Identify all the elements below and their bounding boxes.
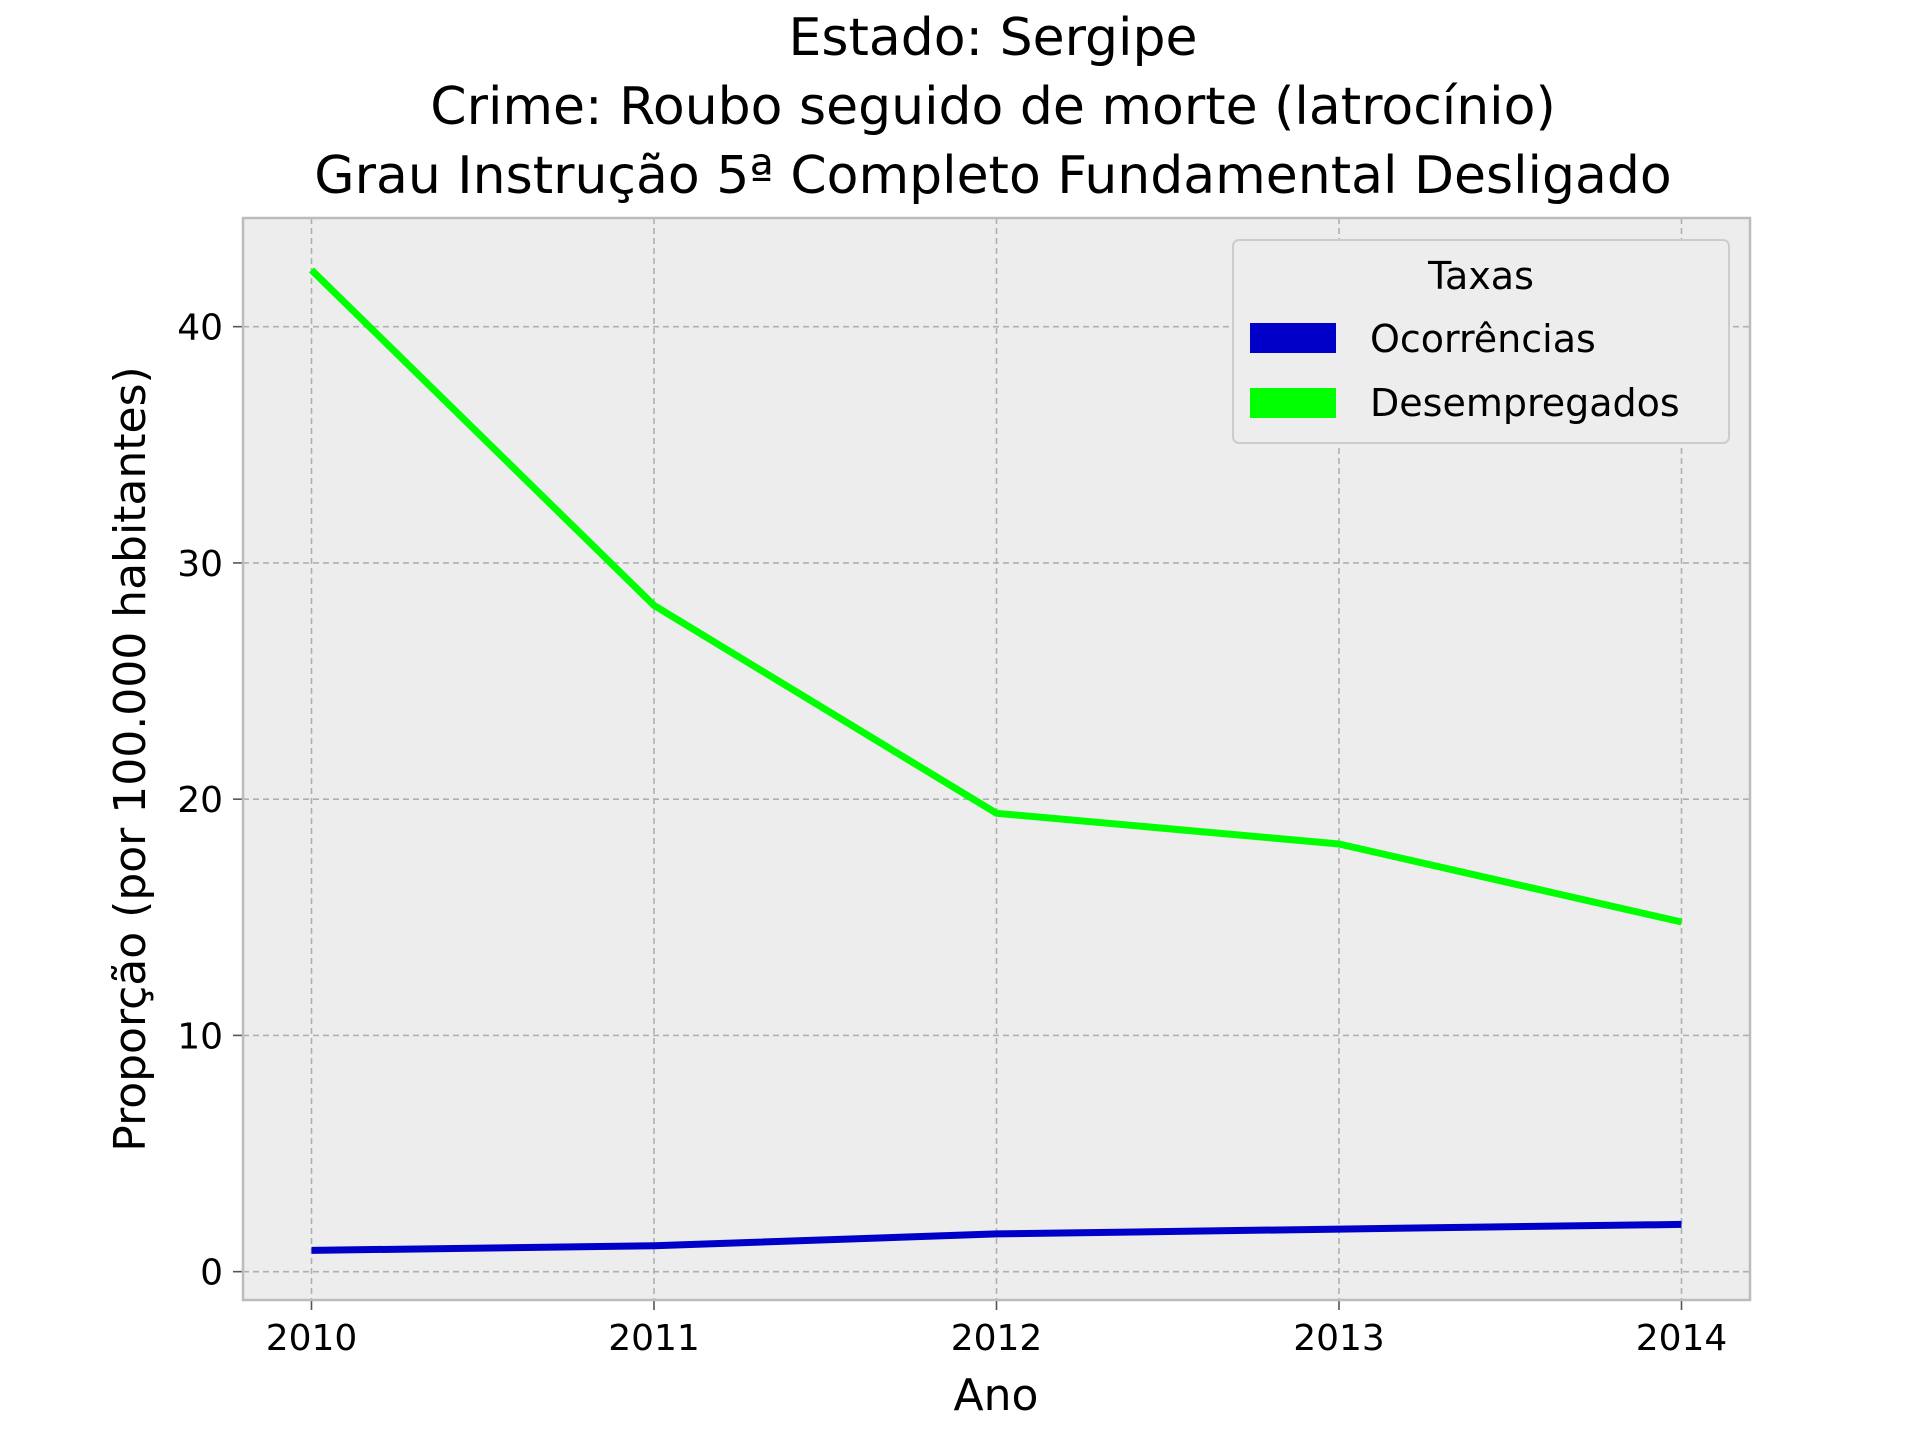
axis-ticks: 2010 2011 2012 2013 2014 0 10 20 30 40 — [177, 308, 1727, 1359]
y-tick-label: 0 — [200, 1253, 223, 1294]
x-axis-label: Ano — [954, 1370, 1039, 1421]
plot-frame — [241, 216, 1752, 1302]
legend-box — [1232, 239, 1730, 444]
x-tick-label: 2011 — [608, 1318, 700, 1359]
y-axis-label: Proporção (por 100.000 habitantes) — [105, 366, 156, 1151]
title-line-1: Estado: Sergipe — [789, 8, 1198, 68]
legend-title: Taxas — [1427, 254, 1534, 298]
x-tick-label: 2012 — [951, 1318, 1043, 1359]
legend-label-desempregados: Desempregados — [1370, 381, 1680, 425]
title-line-3: Grau Instrução 5ª Completo Fundamental D… — [314, 146, 1671, 206]
chart-title: Estado: Sergipe Crime: Roubo seguido de … — [314, 8, 1671, 206]
y-tick-label: 40 — [177, 308, 223, 349]
x-tick-label: 2010 — [266, 1318, 358, 1359]
series-lines — [309, 267, 1683, 1254]
series-line-desempregados — [309, 267, 1683, 926]
y-tick-label: 10 — [177, 1016, 223, 1057]
title-line-2: Crime: Roubo seguido de morte (latrocíni… — [430, 77, 1555, 137]
legend-swatch-ocorrencias — [1250, 323, 1336, 353]
series-line-ocorrencias — [311, 1220, 1682, 1254]
x-tick-label: 2014 — [1636, 1318, 1728, 1359]
legend-label-ocorrencias: Ocorrências — [1370, 317, 1596, 361]
legend: Taxas Ocorrências Desempregados — [1232, 239, 1730, 444]
x-tick-label: 2013 — [1293, 1318, 1385, 1359]
y-tick-label: 30 — [177, 544, 223, 585]
y-tick-label: 20 — [177, 780, 223, 821]
legend-swatch-desempregados — [1250, 388, 1336, 418]
